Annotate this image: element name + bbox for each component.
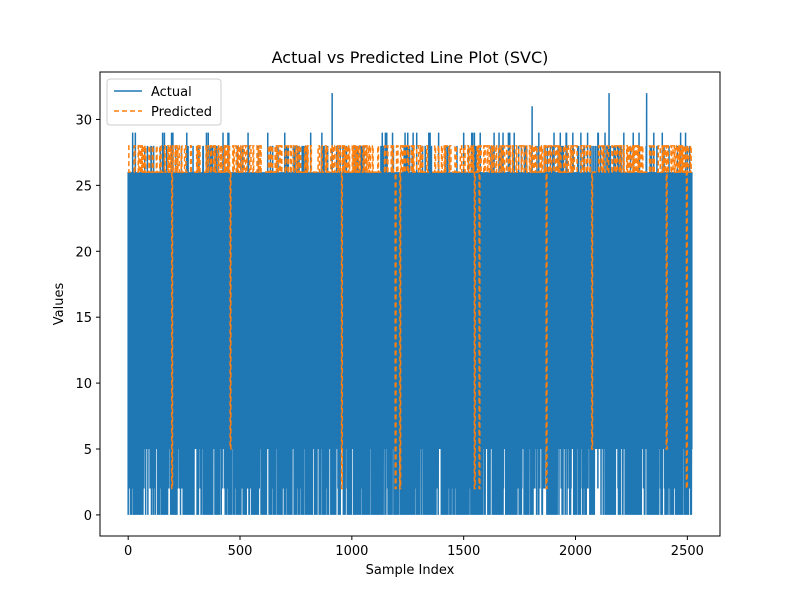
y-axis-label: Values xyxy=(52,283,67,326)
actual-line xyxy=(127,93,693,515)
predicted-line xyxy=(128,145,692,490)
x-tick-label: 0 xyxy=(124,544,132,559)
predicted-series xyxy=(128,145,692,490)
y-tick-label: 10 xyxy=(75,377,92,392)
y-tick-label: 30 xyxy=(75,113,92,128)
x-tick-label: 2500 xyxy=(671,544,704,559)
y-tick-label: 25 xyxy=(75,179,92,194)
legend-actual-label: Actual xyxy=(151,85,192,100)
x-tick-label: 1500 xyxy=(447,544,480,559)
y-axis: 0 5 10 15 20 25 30 xyxy=(75,113,100,524)
legend: Actual Predicted xyxy=(106,78,222,126)
x-tick-label: 2000 xyxy=(559,544,592,559)
x-axis: 0 500 1000 1500 2000 2500 xyxy=(124,536,704,559)
x-tick-label: 500 xyxy=(228,544,253,559)
actual-series xyxy=(127,93,693,515)
y-tick-label: 20 xyxy=(75,245,92,260)
y-tick-label: 0 xyxy=(84,509,92,524)
plot-frame xyxy=(99,71,721,537)
y-tick-label: 15 xyxy=(75,311,92,326)
y-tick-label: 5 xyxy=(84,443,92,458)
x-tick-label: 1000 xyxy=(335,544,368,559)
legend-predicted-label: Predicted xyxy=(151,105,212,120)
x-axis-label: Sample Index xyxy=(366,563,455,578)
chart-title: Actual vs Predicted Line Plot (SVC) xyxy=(272,48,549,67)
